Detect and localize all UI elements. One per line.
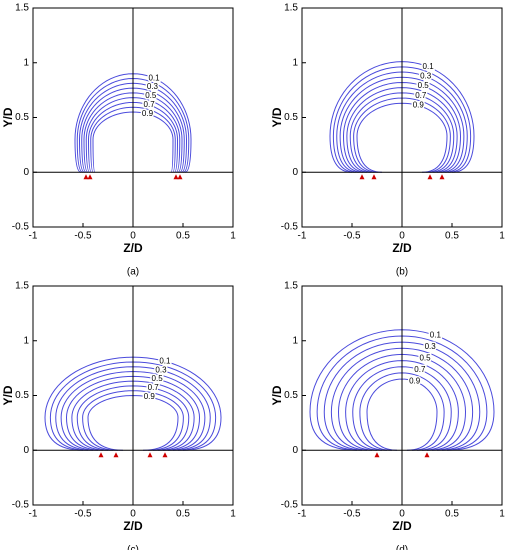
- contour-label: 0.7: [144, 100, 156, 109]
- x-tick-label: 1: [230, 231, 236, 242]
- y-tick-label: 1.5: [15, 3, 29, 14]
- y-tick-label: 0: [23, 167, 29, 178]
- injector-marker: [162, 452, 168, 458]
- x-tick-label: 0.5: [445, 231, 459, 242]
- contour-label: 0.3: [425, 342, 437, 351]
- x-tick-label: -0.5: [343, 231, 361, 242]
- x-axis-label: Z/D: [123, 519, 143, 533]
- x-tick-label: 0: [130, 231, 136, 242]
- y-tick-label: 1.5: [15, 281, 29, 292]
- injector-marker: [83, 174, 89, 180]
- contour-label: 0.1: [148, 73, 160, 82]
- y-tick-label: 1: [23, 335, 29, 346]
- contour-label: 0.1: [423, 62, 435, 71]
- panel: 0.10.30.50.70.9-1 -0.5 0 0.5 1-0.500.511.5Z/…: [1, 281, 236, 550]
- x-tick-label: 0: [130, 509, 136, 520]
- injector-marker: [371, 174, 377, 180]
- y-tick-label: 1: [292, 57, 298, 68]
- contour-label: 0.9: [409, 376, 421, 385]
- x-tick-label: -0.5: [74, 509, 92, 520]
- y-tick-label: -0.5: [12, 500, 30, 511]
- x-tick-label: -1: [29, 231, 38, 242]
- contour-label: 0.3: [420, 72, 432, 81]
- x-tick-label: -1: [298, 509, 307, 520]
- y-tick-label: 1: [292, 335, 298, 346]
- x-tick-label: -1: [298, 231, 307, 242]
- contour-label: 0.3: [155, 365, 167, 374]
- x-axis-label: Z/D: [392, 519, 412, 533]
- y-tick-label: 0: [292, 167, 298, 178]
- x-tick-label: -1: [29, 509, 38, 520]
- injector-marker: [113, 452, 119, 458]
- contour-label: 0.7: [415, 91, 427, 100]
- injector-marker: [173, 174, 179, 180]
- y-tick-label: 1.5: [284, 281, 298, 292]
- injector-marker: [98, 452, 104, 458]
- x-axis-label: Z/D: [123, 241, 143, 255]
- contour-label: 0.5: [418, 81, 430, 90]
- contour-label: 0.5: [152, 374, 164, 383]
- x-axis-label: Z/D: [392, 241, 412, 255]
- y-tick-label: 0.5: [284, 390, 298, 401]
- injector-marker: [359, 174, 365, 180]
- x-tick-label: 1: [499, 509, 505, 520]
- y-axis-label: Y/D: [1, 385, 15, 405]
- x-tick-label: 0: [399, 509, 405, 520]
- x-tick-label: -0.5: [74, 231, 92, 242]
- y-axis-label: Y/D: [1, 107, 15, 127]
- y-axis-label: Y/D: [270, 107, 284, 127]
- injector-marker: [147, 452, 153, 458]
- y-tick-label: 1: [23, 57, 29, 68]
- caption: (c): [127, 545, 139, 550]
- x-tick-label: 0.5: [176, 231, 190, 242]
- caption: (a): [127, 267, 139, 278]
- y-tick-label: 0.5: [15, 112, 29, 123]
- contour-label: 0.9: [142, 109, 154, 118]
- injector-marker: [427, 174, 433, 180]
- contour-label: 0.1: [159, 356, 171, 365]
- contour-label: 0.9: [144, 392, 156, 401]
- contour-label: 0.5: [419, 353, 431, 362]
- panel: 0.10.30.50.70.9-1 -0.5 0 0.5 1-0.500.511.5Z/…: [270, 3, 505, 278]
- injector-marker: [177, 174, 183, 180]
- contour-label: 0.9: [413, 101, 425, 110]
- x-tick-label: 0.5: [176, 509, 190, 520]
- y-tick-label: 0.5: [284, 112, 298, 123]
- contour-label: 0.1: [430, 330, 442, 339]
- contour-label: 0.7: [414, 365, 426, 374]
- y-axis-label: Y/D: [270, 385, 284, 405]
- y-tick-label: 1.5: [284, 3, 298, 14]
- contour-label: 0.5: [145, 91, 157, 100]
- y-tick-label: 0: [292, 445, 298, 456]
- injector-marker: [424, 452, 430, 458]
- x-tick-label: 1: [230, 509, 236, 520]
- y-tick-label: 0: [23, 445, 29, 456]
- y-tick-label: -0.5: [12, 222, 30, 233]
- injector-marker: [87, 174, 93, 180]
- x-tick-label: -0.5: [343, 509, 361, 520]
- y-tick-label: -0.5: [281, 500, 299, 511]
- panel: 0.10.30.50.70.9-1 -0.5 0 0.5 1-0.500.511.5Z/…: [1, 3, 236, 278]
- panel: 0.10.30.50.70.9-1 -0.5 0 0.5 1-0.500.511.5Z/…: [270, 281, 505, 550]
- injector-marker: [374, 452, 380, 458]
- x-tick-label: 0.5: [445, 509, 459, 520]
- contour-label: 0.3: [147, 82, 159, 91]
- x-tick-label: 1: [499, 231, 505, 242]
- y-tick-label: 0.5: [15, 390, 29, 401]
- y-tick-label: -0.5: [281, 222, 299, 233]
- contour-label: 0.7: [148, 383, 160, 392]
- x-tick-label: 0: [399, 231, 405, 242]
- caption: (d): [396, 545, 408, 550]
- caption: (b): [396, 267, 408, 278]
- injector-marker: [439, 174, 445, 180]
